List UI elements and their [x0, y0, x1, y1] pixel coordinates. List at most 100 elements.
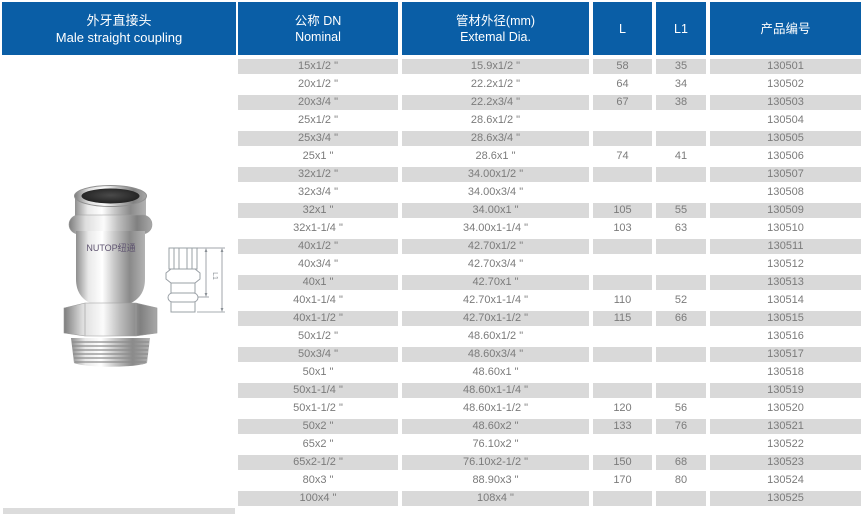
table-row: 40x1 " 42.70x1 " 130513 [238, 275, 861, 293]
l1-cell [656, 185, 706, 200]
column-header-nominal-zh: 公称 DN [294, 13, 342, 28]
table-row: 40x1-1/4 " 42.70x1-1/4 " 110 52 130514 [238, 293, 861, 311]
l-cell [593, 347, 652, 362]
nominal-cell: 50x3/4 " [238, 347, 398, 362]
column-header-l: L [593, 2, 652, 55]
table-row: 50x2 " 48.60x2 " 133 76 130521 [238, 419, 861, 437]
column-header-product-code: 产品编号 [710, 2, 861, 55]
l1-cell [656, 131, 706, 146]
nominal-cell: 50x1/2 " [298, 330, 338, 342]
external-dia-cell: 22.2x3/4 " [402, 95, 589, 110]
product-code-cell: 130512 [767, 258, 804, 270]
product-code-cell: 130514 [767, 294, 804, 306]
table-row: 20x3/4 " 22.2x3/4 " 67 38 130503 [238, 95, 861, 113]
l1-cell: 35 [656, 59, 706, 74]
nominal-cell: 50x1-1/4 " [238, 383, 398, 398]
nominal-cell: 40x3/4 " [298, 258, 338, 270]
l-cell [593, 365, 652, 380]
l1-cell [656, 491, 706, 506]
column-header-l1: L1 [656, 2, 706, 55]
product-code-cell: 130511 [710, 239, 861, 254]
nominal-cell: 32x1-1/4 " [293, 222, 343, 234]
nominal-cell: 40x1-1/4 " [293, 294, 343, 306]
column-header-external-dia: 管材外径(mm) Extemal Dia. [402, 2, 589, 55]
l1-cell: 66 [656, 311, 706, 326]
nominal-cell: 100x4 " [238, 491, 398, 506]
external-dia-cell: 28.6x1/2 " [470, 114, 521, 126]
l1-cell: 63 [674, 222, 688, 234]
product-code-cell: 130509 [710, 203, 861, 218]
l1-cell: 52 [674, 294, 688, 306]
nominal-cell: 50x1-1/2 " [293, 402, 343, 414]
l-cell: 120 [613, 402, 632, 414]
nominal-cell: 32x1 " [238, 203, 398, 218]
product-photo: NUTOP纽通 [63, 185, 158, 367]
l-cell [593, 185, 652, 200]
product-code-cell: 130517 [710, 347, 861, 362]
table-row: 15x1/2 " 15.9x1/2 " 58 35 130501 [238, 59, 861, 77]
column-header-l1-label: L1 [674, 21, 688, 36]
product-code-cell: 130515 [710, 311, 861, 326]
l1-cell: 68 [656, 455, 706, 470]
product-code-cell: 130501 [710, 59, 861, 74]
l1-cell: 56 [674, 402, 688, 414]
l1-cell: 38 [656, 95, 706, 110]
product-code-cell: 130525 [710, 491, 861, 506]
nominal-cell: 25x1 " [302, 150, 334, 162]
external-dia-cell: 88.90x3 " [472, 474, 519, 486]
product-code-cell: 130522 [767, 438, 804, 450]
table-row: 50x1-1/4 " 48.60x1-1/4 " 130519 [238, 383, 861, 401]
external-dia-cell: 34.00x1 " [402, 203, 589, 218]
l-cell [593, 167, 652, 182]
product-code-cell: 130505 [710, 131, 861, 146]
l-cell: 103 [613, 222, 632, 234]
product-code-cell: 130502 [767, 78, 804, 90]
l1-cell [656, 113, 706, 128]
l-cell [593, 257, 652, 272]
l-cell [593, 437, 652, 452]
table-row: 20x1/2 " 22.2x1/2 " 64 34 130502 [238, 77, 861, 95]
l-cell [593, 113, 652, 128]
l-cell [593, 491, 652, 506]
l1-cell [656, 437, 706, 452]
l-cell [593, 329, 652, 344]
l-cell: 133 [593, 419, 652, 434]
nominal-cell: 65x2 " [302, 438, 334, 450]
l-cell [593, 239, 652, 254]
table-row: 50x1 " 48.60x1 " 130518 [238, 365, 861, 383]
nominal-cell: 32x3/4 " [298, 186, 338, 198]
l1-cell [656, 239, 706, 254]
l-cell [593, 275, 652, 290]
external-dia-cell: 76.10x2-1/2 " [402, 455, 589, 470]
table-row: 25x1/2 " 28.6x1/2 " 130504 [238, 113, 861, 131]
product-code-cell: 130503 [710, 95, 861, 110]
product-code-cell: 130506 [767, 150, 804, 162]
product-code-cell: 130523 [710, 455, 861, 470]
external-dia-cell: 48.60x3/4 " [402, 347, 589, 362]
product-code-cell: 130519 [710, 383, 861, 398]
nominal-cell: 25x1/2 " [298, 114, 338, 126]
table-body: 15x1/2 " 15.9x1/2 " 58 35 130501 20x1/2 … [238, 59, 861, 509]
column-header-nominal-en: Nominal [295, 29, 341, 44]
l1-cell: 76 [656, 419, 706, 434]
product-code-cell: 130510 [767, 222, 804, 234]
external-dia-cell: 42.70x1-1/4 " [462, 294, 529, 306]
table-row: 65x2 " 76.10x2 " 130522 [238, 437, 861, 455]
table-row: 50x3/4 " 48.60x3/4 " 130517 [238, 347, 861, 365]
nominal-cell: 40x1 " [238, 275, 398, 290]
l1-cell: 41 [674, 150, 688, 162]
l1-cell [656, 383, 706, 398]
product-code-cell: 130518 [767, 366, 804, 378]
product-title-header: 外牙直接头 Male straight coupling [2, 2, 236, 55]
l-cell [593, 131, 652, 146]
l1-cell [656, 365, 706, 380]
product-title-en: Male straight coupling [55, 29, 183, 45]
external-dia-cell: 108x4 " [402, 491, 589, 506]
product-title-zh: 外牙直接头 [86, 12, 152, 28]
column-header-l-label: L [619, 21, 626, 36]
external-dia-cell: 34.00x1-1/4 " [462, 222, 529, 234]
product-code-cell: 130521 [710, 419, 861, 434]
l-cell: 170 [613, 474, 632, 486]
nominal-cell: 50x1 " [302, 366, 334, 378]
